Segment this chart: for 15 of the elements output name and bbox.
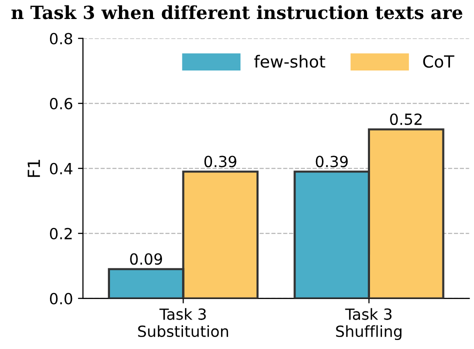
data-label: 0.39	[204, 156, 236, 168]
y-tick-label: 0.0	[50, 292, 72, 304]
legend-label: few-shot	[254, 54, 326, 68]
y-tick-label: 0.4	[50, 162, 72, 174]
data-label: 0.09	[130, 253, 162, 265]
data-label: 0.39	[316, 156, 348, 168]
data-label: 0.52	[390, 113, 422, 126]
x-tick-label: Task 3 Shuffling	[336, 308, 402, 340]
y-tick-label: 0.8	[50, 32, 72, 44]
legend-label: CoT	[423, 55, 454, 68]
y-axis-title: F1	[28, 160, 40, 177]
x-tick-label: Task 3 Substitution	[138, 308, 228, 338]
y-tick-label: 0.6	[50, 98, 72, 110]
text: n Task 3 when different instruction texts are	[11, 5, 462, 20]
y-tick-label: 0.2	[50, 228, 72, 240]
